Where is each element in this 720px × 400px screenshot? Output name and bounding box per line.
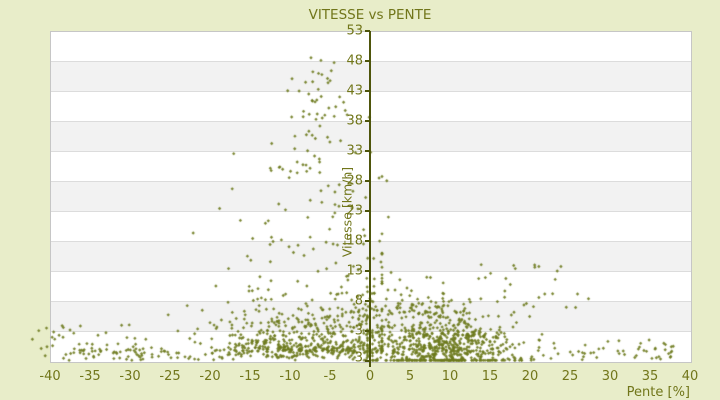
x-tick-label: -30 (119, 369, 141, 384)
x-tick-label: -35 (79, 369, 101, 384)
grid-band (51, 62, 691, 92)
grid-band (51, 152, 691, 182)
y-tick-label: 48 (346, 53, 363, 69)
x-tick-label: 10 (441, 369, 459, 384)
plot-area (50, 31, 692, 363)
y-tick-label: 8 (354, 293, 363, 309)
y-tick-mark (365, 120, 370, 122)
y-tick-label: 33 (346, 143, 363, 159)
grid-band (51, 272, 691, 302)
y-tick-mark (365, 300, 370, 302)
x-tick-label: 15 (481, 369, 499, 384)
y-tick-mark (365, 210, 370, 212)
x-tick-label: -15 (239, 369, 261, 384)
grid-band (51, 332, 691, 362)
y-tick-mark (365, 360, 370, 362)
x-tick-label: 35 (641, 369, 659, 384)
x-tick-label: -40 (39, 369, 61, 384)
x-tick-label: 30 (601, 369, 619, 384)
x-axis-title: Pente [%] (626, 385, 690, 400)
x-tick-label: -20 (199, 369, 221, 384)
y-axis-bottom-label: 3 (354, 350, 363, 366)
y-tick-label: 38 (346, 113, 363, 129)
y-tick-mark (365, 30, 370, 32)
y-tick-mark (365, 270, 370, 272)
y-tick-mark (365, 90, 370, 92)
grid-band (51, 122, 691, 152)
x-tick-label: 5 (405, 369, 415, 384)
grid-band (51, 302, 691, 332)
grid-band (51, 92, 691, 122)
x-tick-label: -25 (159, 369, 181, 384)
y-axis-title: Vitesse [km/h] (339, 166, 355, 258)
y-tick-mark (365, 60, 370, 62)
x-tick-label: -10 (279, 369, 301, 384)
y-tick-label: 53 (346, 23, 363, 39)
grid-band (51, 32, 691, 62)
x-tick-label: 25 (561, 369, 579, 384)
grid-band (51, 242, 691, 272)
y-tick-label: 43 (346, 83, 363, 99)
x-tick-label: 0 (365, 369, 375, 384)
y-tick-mark (365, 180, 370, 182)
y-tick-label: 3 (354, 323, 363, 339)
y-tick-mark (365, 240, 370, 242)
y-tick-mark (365, 330, 370, 332)
x-tick-label: -5 (323, 369, 337, 384)
y-tick-mark (365, 150, 370, 152)
y-tick-label: 13 (346, 263, 363, 279)
x-tick-label: 20 (521, 369, 539, 384)
x-tick-label: 40 (681, 369, 699, 384)
grid-band (51, 212, 691, 242)
chart-title: VITESSE vs PENTE (308, 7, 432, 23)
y-axis-line (369, 31, 371, 367)
grid-band (51, 182, 691, 212)
